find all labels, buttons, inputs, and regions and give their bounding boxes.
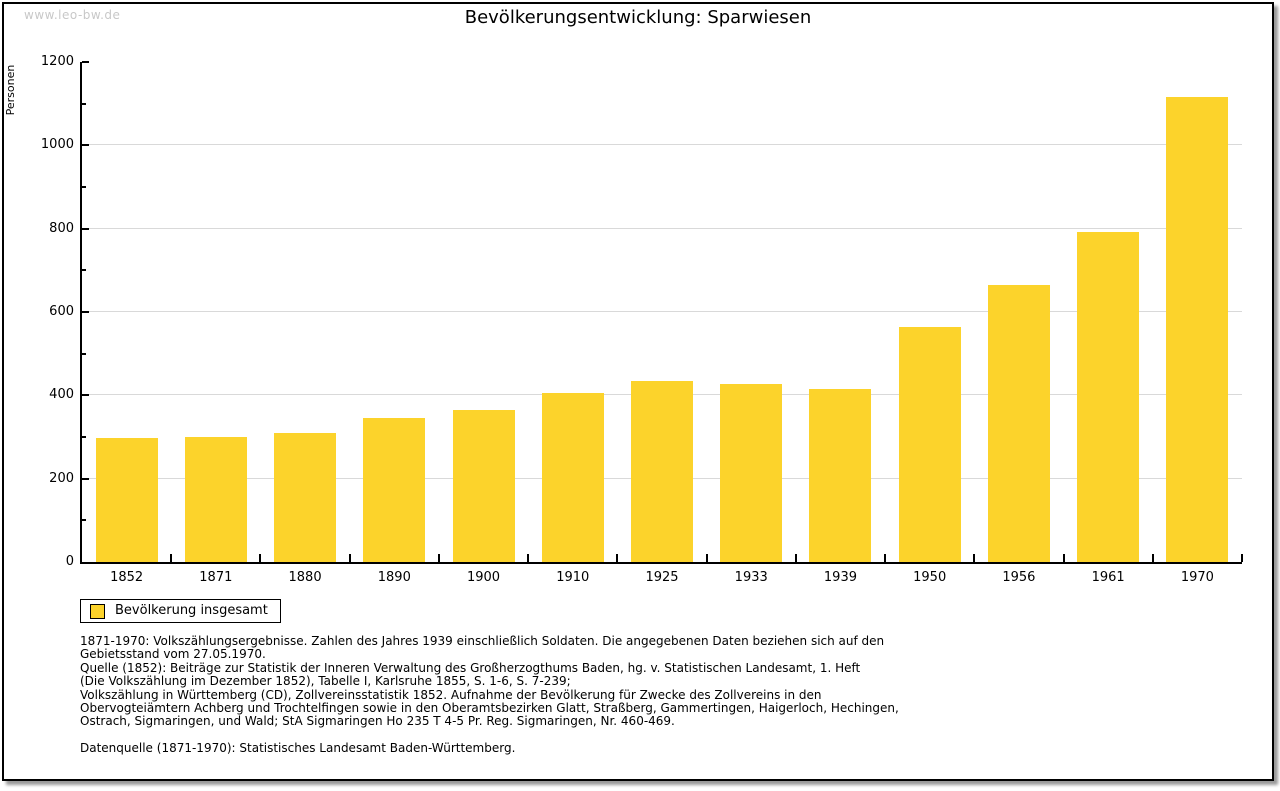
- y-axis-title: Personen: [4, 64, 17, 116]
- bar-1880: [274, 433, 337, 562]
- x-tick-2: [348, 554, 351, 562]
- x-axis-label-1925: 1925: [645, 570, 679, 585]
- x-tick-1: [259, 554, 262, 562]
- footnote-line: Ostrach, Sigmaringen, und Wald; StA Sigm…: [80, 714, 675, 729]
- x-axis-label-1970: 1970: [1180, 570, 1214, 585]
- y-tick-label-200: 200: [49, 470, 74, 486]
- footnotes: 1871-1970: Volkszählungsergebnisse. Zahl…: [80, 634, 1230, 755]
- bar-1910: [541, 393, 604, 562]
- x-tick-6: [705, 554, 708, 562]
- legend: Bevölkerung insgesamt: [80, 599, 281, 623]
- bar-1950: [898, 327, 961, 562]
- bar-1925: [631, 381, 693, 562]
- y-tick-500: [82, 352, 86, 355]
- x-axis-label-1852: 1852: [110, 570, 144, 585]
- legend-label: Bevölkerung insgesamt: [115, 603, 268, 618]
- gridline-600: [82, 311, 1242, 312]
- y-tick-400: [82, 394, 89, 397]
- plot-area: 0 200 400 600 800 1000 1200 1852 1871 1880 1890 190…: [41, 54, 1243, 585]
- bar-1852: [95, 438, 158, 562]
- bar-1871: [184, 437, 247, 562]
- y-tick-1200: [82, 61, 89, 63]
- datasource-line: Datenquelle (1871-1970): Statistisches L…: [80, 740, 516, 755]
- gridline-800: [82, 227, 1242, 229]
- x-tick-9: [973, 554, 976, 562]
- x-tick-12: [1241, 554, 1243, 562]
- footnote-line: (Die Volkszählung im Dezember 1852), Tab…: [80, 674, 571, 689]
- x-axis-label-1956: 1956: [1002, 570, 1036, 585]
- footnote-line: 1871-1970: Volkszählungsergebnisse. Zahl…: [80, 634, 885, 648]
- footnote-line: Volkszählung in Württemberg (CD), Zollve…: [80, 687, 822, 702]
- x-tick-0: [170, 554, 173, 562]
- x-axis-label-1871: 1871: [199, 570, 233, 585]
- y-tick-1100: [82, 102, 86, 105]
- footnote-line: Obervogteiämtern Achberg und Trochtelfin…: [80, 701, 899, 716]
- bar-1961: [1077, 232, 1140, 562]
- y-tick-1000: [82, 144, 89, 147]
- x-tick-8: [884, 554, 887, 562]
- y-tick-label-400: 400: [49, 387, 74, 403]
- chart-page: www.leo-bw.de Bevölkerungsentwicklung: S…: [2, 2, 1274, 781]
- bar-1956: [987, 285, 1050, 562]
- x-axis-label-1939: 1939: [823, 570, 857, 585]
- bar-1900: [452, 410, 515, 562]
- y-tick-label-600: 600: [49, 304, 74, 319]
- y-tick-900: [82, 186, 86, 188]
- x-tick-4: [527, 554, 530, 562]
- bar-1970: [1166, 97, 1229, 562]
- x-tick-10: [1062, 554, 1065, 562]
- x-axis-label-1961: 1961: [1091, 570, 1125, 585]
- y-tick-300: [82, 436, 86, 438]
- x-axis-label-1933: 1933: [734, 570, 768, 585]
- x-tick-11: [1151, 554, 1154, 562]
- footnote-line: Quelle (1852): Beiträge zur Statistik de…: [80, 660, 861, 675]
- y-tick-200: [82, 477, 89, 480]
- x-axis-label-1890: 1890: [377, 570, 411, 585]
- chart-title: Bevölkerungsentwicklung: Sparwiesen: [464, 7, 812, 28]
- y-tick-100: [82, 519, 86, 522]
- y-tick-label-1200: 1200: [40, 54, 74, 69]
- x-tick-7: [794, 554, 797, 562]
- x-axis-label-1910: 1910: [556, 570, 590, 585]
- watermark-url: www.leo-bw.de: [24, 8, 121, 22]
- y-tick-800: [82, 227, 89, 230]
- bar-1890: [363, 418, 426, 562]
- x-tick-3: [437, 554, 440, 562]
- y-tick-label-800: 800: [49, 220, 74, 236]
- bar-1933: [720, 384, 783, 562]
- x-axis-label-1900: 1900: [466, 570, 501, 585]
- y-tick-700: [82, 269, 86, 272]
- y-tick-label-1000: 1000: [40, 137, 74, 153]
- y-tick-600: [82, 311, 89, 313]
- x-axis-label-1950: 1950: [913, 570, 947, 585]
- footnote-line: Gebietsstand vom 27.05.1970.: [80, 647, 266, 662]
- bar-1939: [809, 389, 872, 562]
- gridline-1000: [82, 144, 1242, 146]
- x-axis-label-1880: 1880: [288, 570, 322, 585]
- x-tick-5: [616, 554, 619, 562]
- y-tick-label-0: 0: [65, 554, 74, 569]
- legend-swatch: [90, 603, 105, 619]
